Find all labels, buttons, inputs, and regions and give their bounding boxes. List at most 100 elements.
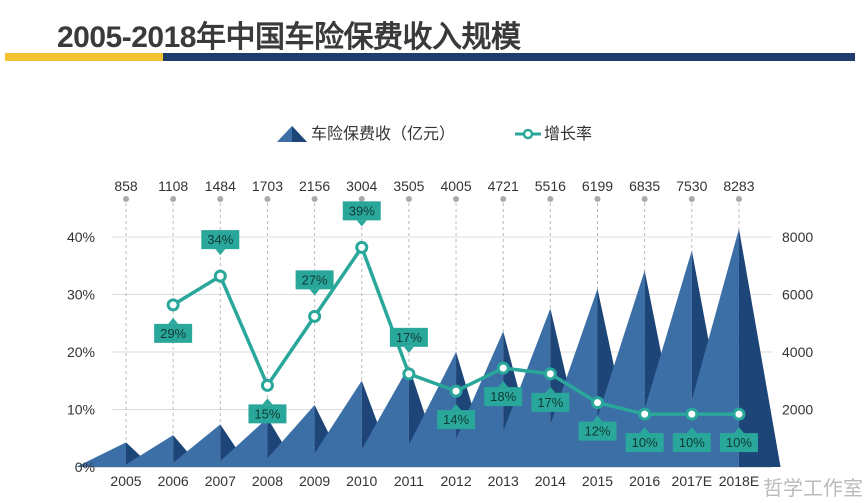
x-axis-tick: 2012: [440, 473, 471, 489]
growth-rate-label-pointer: [686, 427, 697, 434]
growth-rate-label-box: [719, 433, 758, 453]
value-label: 3505: [393, 178, 424, 194]
left-axis-tick: 20%: [67, 344, 95, 360]
value-dot: [547, 196, 554, 202]
x-axis-tick: 2015: [582, 473, 613, 489]
x-axis-tick: 2008: [252, 473, 283, 489]
x-axis-tick: 2005: [110, 473, 141, 489]
legend-label-growth: 增长率: [544, 125, 592, 143]
growth-rate-label: 27%: [302, 272, 328, 287]
value-dot: [405, 196, 412, 202]
growth-rate-label-box: [295, 270, 334, 290]
growth-rate-point: [638, 407, 652, 421]
growth-rate-label: 10%: [679, 435, 705, 450]
growth-rate-point: [732, 407, 746, 421]
value-label: 1703: [252, 178, 283, 194]
value-label: 1108: [158, 178, 188, 194]
value-dot: [500, 196, 507, 202]
x-axis-tick: 2010: [346, 473, 377, 489]
growth-rate-label-box: [578, 421, 617, 441]
value-label: 4721: [488, 178, 519, 194]
growth-rate-label-pointer: [733, 427, 744, 434]
x-axis-tick: 2013: [488, 473, 519, 489]
value-label: 6835: [629, 178, 660, 194]
right-axis-tick: 4000: [782, 344, 813, 360]
growth-rate-point: [449, 384, 463, 398]
value-label: 6199: [582, 178, 613, 194]
growth-rate-label-box: [389, 327, 428, 347]
value-label: 4005: [440, 178, 471, 194]
title-underline-navy: [163, 53, 855, 61]
growth-rate-label: 14%: [443, 412, 469, 427]
value-dot: [358, 196, 365, 202]
watermark: 哲学工作室: [763, 478, 863, 500]
growth-rate-label-box: [625, 433, 664, 453]
x-axis-tick: 2017E: [672, 473, 712, 489]
growth-rate-label: 10%: [726, 435, 752, 450]
growth-rate-label: 29%: [160, 326, 186, 341]
growth-rate-point: [402, 367, 416, 381]
premium-bar-right: [738, 228, 781, 467]
x-axis-tick: 2007: [205, 473, 236, 489]
premium-bar-left: [489, 308, 551, 467]
growth-rate-label: 39%: [349, 203, 375, 218]
growth-rate-label-box: [484, 387, 523, 407]
premium-bar-left: [121, 435, 174, 467]
growth-rate-label-pointer: [309, 289, 320, 296]
value-label: 3004: [346, 178, 377, 194]
premium-bar-left: [305, 380, 362, 467]
growth-rate-label-pointer: [215, 249, 226, 256]
legend-label-premium: 车险保费收（亿元）: [311, 125, 455, 143]
value-label: 7530: [676, 178, 707, 194]
growth-rate-label-box: [201, 230, 240, 250]
x-axis-tick: 2016: [629, 473, 660, 489]
value-dot: [735, 196, 742, 202]
x-axis-tick: 2014: [535, 473, 566, 489]
growth-rate-point: [591, 396, 604, 410]
title-underline-yellow: [5, 53, 163, 61]
growth-rate-label: 12%: [584, 424, 610, 439]
premium-bar-left: [397, 351, 457, 467]
growth-rate-point: [685, 407, 699, 421]
growth-rate-label-pointer: [498, 381, 509, 388]
value-dot: [453, 196, 460, 202]
growth-rate-label-pointer: [592, 415, 603, 422]
value-dot: [311, 196, 318, 202]
growth-rate-point: [355, 240, 369, 254]
x-axis-tick: 2009: [299, 473, 330, 489]
left-axis-tick: 0%: [75, 459, 95, 475]
x-axis-tick: 2011: [394, 473, 424, 489]
x-axis-tick: 2018E: [719, 473, 759, 489]
premium-bar-left: [259, 405, 315, 467]
growth-rate-point: [308, 309, 322, 323]
left-axis-tick: 30%: [67, 287, 95, 303]
legend-triangle-shade: [292, 126, 307, 142]
growth-rate-label-pointer: [451, 404, 462, 411]
growth-rate-label: 15%: [254, 406, 280, 421]
page-title: 2005-2018年中国车险保费收入规模: [57, 21, 521, 54]
premium-bar-left: [673, 228, 739, 467]
x-axis-tick: 2006: [158, 473, 189, 489]
value-dot: [641, 196, 648, 202]
value-dot: [594, 196, 601, 202]
left-axis-tick: 10%: [67, 402, 95, 418]
growth-rate-label-pointer: [168, 317, 179, 324]
right-axis-tick: 6000: [782, 287, 813, 303]
value-dot: [123, 196, 129, 202]
growth-rate-point: [166, 298, 180, 312]
growth-rate-label-pointer: [403, 346, 414, 353]
left-axis-tick: 40%: [67, 229, 95, 245]
growth-rate-point: [213, 269, 227, 283]
premium-bar-left: [351, 366, 409, 467]
value-label: 5516: [535, 178, 566, 194]
premium-bar-left: [581, 270, 645, 467]
growth-rate-point: [543, 367, 557, 381]
growth-rate-label-box: [342, 201, 381, 221]
growth-rate-label-box: [437, 410, 476, 430]
growth-rate-label: 18%: [490, 389, 516, 404]
premium-bar-left: [443, 331, 504, 467]
growth-rate-label-pointer: [545, 386, 556, 393]
value-dot: [688, 196, 695, 202]
value-dot: [217, 196, 224, 202]
